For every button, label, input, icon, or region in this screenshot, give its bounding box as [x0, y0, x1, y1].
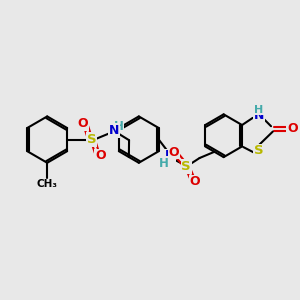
Text: S: S	[87, 133, 96, 146]
Text: H: H	[159, 157, 168, 170]
Text: CH₃: CH₃	[37, 179, 58, 189]
Text: O: O	[77, 117, 88, 130]
Text: N: N	[254, 109, 264, 122]
Text: S: S	[182, 160, 191, 173]
Text: N: N	[165, 149, 175, 162]
Text: H: H	[254, 105, 263, 115]
Text: S: S	[254, 144, 263, 158]
Text: N: N	[109, 124, 119, 137]
Text: O: O	[169, 146, 179, 159]
Text: O: O	[95, 149, 106, 162]
Text: H: H	[113, 120, 123, 133]
Text: O: O	[190, 175, 200, 188]
Text: O: O	[287, 122, 298, 135]
